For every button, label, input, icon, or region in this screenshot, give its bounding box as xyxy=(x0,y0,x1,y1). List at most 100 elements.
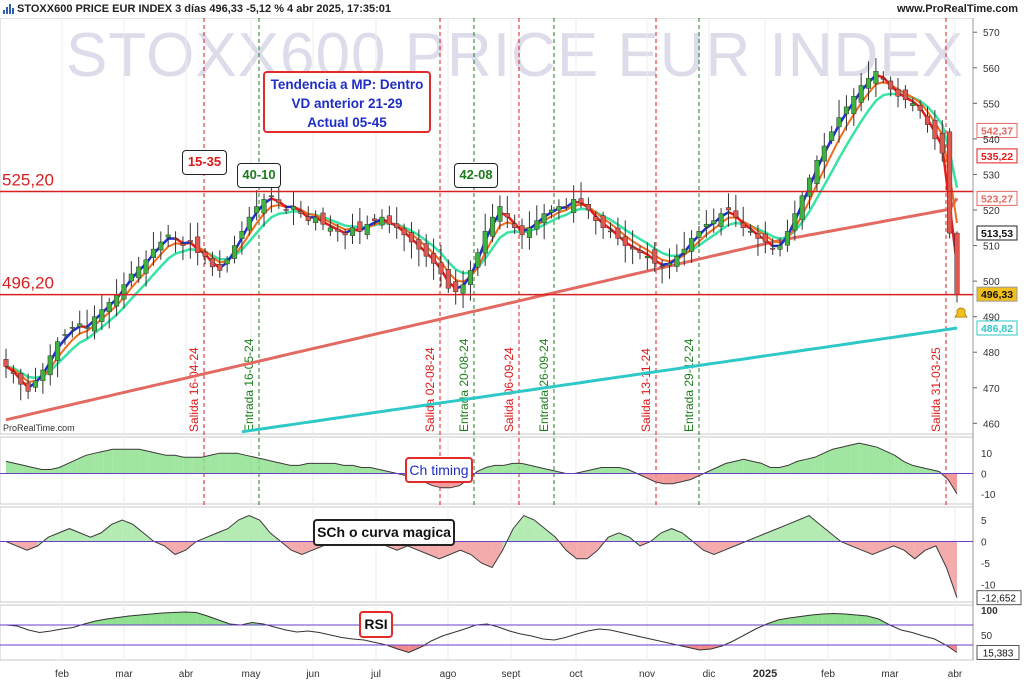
indicator-tick-label: 0 xyxy=(981,538,987,549)
indicator-area-segment xyxy=(16,541,28,551)
candle-body xyxy=(563,206,569,208)
price-label-text: 486,82 xyxy=(981,323,1013,335)
indicator-area-segment xyxy=(157,453,166,474)
y-tick-label: 560 xyxy=(983,64,1000,75)
candle-body xyxy=(298,211,304,214)
ma-orange-line xyxy=(5,80,958,383)
indicator-area-segment xyxy=(299,463,309,474)
indicator-area-segment xyxy=(334,463,344,474)
candle-body xyxy=(622,236,628,246)
indicator-area-segment xyxy=(77,455,86,474)
price-label-text: 523,27 xyxy=(981,193,1013,205)
candle-body xyxy=(865,78,872,89)
indicator-area-segment xyxy=(601,467,611,474)
y-tick-label: 460 xyxy=(983,419,1000,430)
candle-body xyxy=(880,78,886,80)
indicator-area-segment xyxy=(254,457,264,474)
candle-body xyxy=(748,231,754,233)
indicator-area-segment xyxy=(94,451,104,474)
indicator-area-segment xyxy=(245,455,255,474)
candle-body xyxy=(202,251,208,257)
candle-body xyxy=(231,245,238,259)
indicator-area-segment xyxy=(58,528,70,542)
candle-body xyxy=(268,195,274,198)
rsi-overbought-fill xyxy=(173,612,186,625)
indicator-area-segment xyxy=(164,541,176,555)
indicator-area-segment xyxy=(777,524,788,542)
header-brand[interactable]: www.ProRealTime.com xyxy=(896,3,1018,15)
candle-body xyxy=(924,115,931,125)
candle-body xyxy=(394,223,400,229)
x-tick-label: mar xyxy=(115,669,133,680)
indicator-area-segment xyxy=(851,541,862,551)
indicator-area-segment xyxy=(59,463,69,474)
ma-green-line xyxy=(5,92,959,380)
indicator-area-segment xyxy=(717,463,726,474)
rsi-overbought-fill xyxy=(822,613,834,625)
x-tick-label: may xyxy=(242,669,261,680)
indicator-area-segment xyxy=(148,451,158,474)
rsi-overbought-fill xyxy=(140,614,152,625)
rsi-overbought-fill xyxy=(800,615,812,625)
candle-body xyxy=(814,159,820,184)
signal-label: Entrada 20-08-24 xyxy=(457,338,471,432)
rsi-overbought-fill xyxy=(106,617,118,625)
candle-body xyxy=(128,273,134,282)
indicator-area-segment xyxy=(41,469,51,474)
candle-body xyxy=(777,245,783,250)
candle-body xyxy=(150,248,156,258)
indicator-area-segment xyxy=(85,453,95,474)
candle-body xyxy=(873,71,879,84)
rsi-overbought-fill xyxy=(811,614,823,625)
indicator-area-segment xyxy=(238,515,250,542)
indicator-area-segment xyxy=(14,463,24,474)
indicator-area-segment xyxy=(893,541,905,551)
candle-body xyxy=(541,213,547,224)
candle-body xyxy=(106,302,112,312)
candle-body xyxy=(357,221,363,232)
indicator-area-segment xyxy=(832,447,842,474)
x-tick-label: jul xyxy=(370,669,381,680)
candle-body xyxy=(143,259,149,274)
price-label-text: 496,33 xyxy=(981,289,1013,301)
candle-body xyxy=(40,369,46,381)
candle-body xyxy=(364,223,370,235)
y-tick-label: 480 xyxy=(983,348,1000,359)
indicator-area-segment xyxy=(281,463,291,474)
indicator-area-segment xyxy=(883,541,894,551)
indicator-area-segment xyxy=(79,532,91,542)
indicator-area-segment xyxy=(654,473,664,484)
candle-body xyxy=(637,250,643,253)
indicator-area-segment xyxy=(263,459,273,474)
indicator-area-segment xyxy=(523,515,535,542)
indicator-area-segment xyxy=(219,453,229,474)
header-title: STOXX600 PRICE EUR INDEX 3 días 496,33 -… xyxy=(17,3,391,15)
trend-annotation-line1: Tendencia a MP: Dentro xyxy=(270,77,424,92)
candle-body xyxy=(224,259,230,265)
indicator-area-segment xyxy=(948,473,957,494)
indicator-area-segment xyxy=(492,541,503,568)
candle-body xyxy=(254,206,260,214)
bar-chart-icon xyxy=(3,4,14,14)
candle-body xyxy=(3,359,9,367)
candle-body xyxy=(77,323,83,327)
rsi-label: RSI xyxy=(359,611,393,638)
candle-body xyxy=(121,284,127,300)
price-label-box xyxy=(976,122,1018,138)
indicator-area-segment xyxy=(290,465,300,474)
candle-body xyxy=(490,216,496,237)
indicator-area-segment xyxy=(503,463,513,474)
indicator-area-segment xyxy=(618,532,630,542)
rsi-tick-label: 100 xyxy=(981,606,998,617)
rsi-overbought-fill xyxy=(129,615,141,625)
candle-body xyxy=(401,228,407,236)
candle-body xyxy=(261,199,267,214)
candle-body xyxy=(453,281,459,293)
candle-body xyxy=(556,206,562,211)
indicator-area-segment xyxy=(103,449,113,474)
indicator-area-segment xyxy=(787,519,799,542)
x-tick-label: abr xyxy=(948,669,963,680)
candle-body xyxy=(246,216,252,231)
candle-body xyxy=(740,222,746,229)
ma-fast-segment xyxy=(4,365,15,373)
